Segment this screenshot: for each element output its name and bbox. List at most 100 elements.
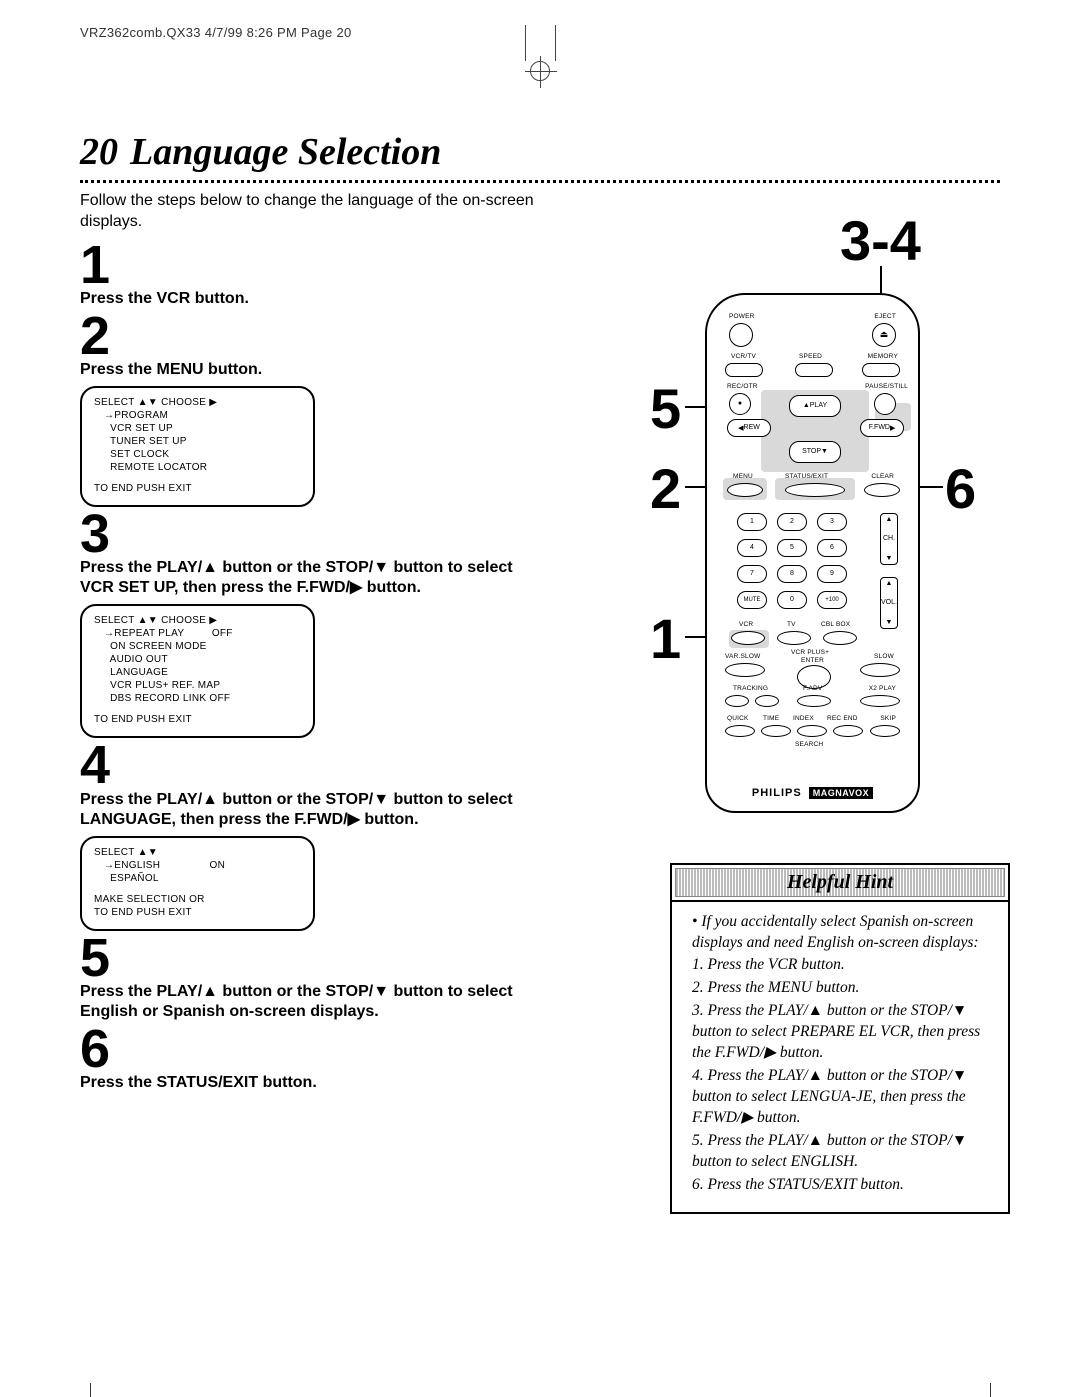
step-5-number: 5 [80, 933, 570, 984]
osd2-item: LANGUAGE [104, 666, 301, 679]
callout-5: 5 [650, 376, 681, 441]
lbl-ffwd: F.FWD [869, 424, 890, 431]
btn-vcr [731, 631, 765, 645]
step-3b: VCR SET UP, then press the F.FWD/▶ butto… [80, 579, 421, 596]
lbl-skip: SKIP [880, 715, 896, 722]
lbl-search: SEARCH [795, 741, 823, 748]
hint-step2: Press the MENU button. [692, 978, 994, 999]
lbl-x2: X2 PLAY [869, 685, 896, 692]
lbl-recotr: REC/OTR [727, 383, 758, 390]
step-6-number: 6 [80, 1024, 570, 1075]
lbl-status: STATUS/EXIT [785, 473, 828, 480]
lbl-slow: SLOW [874, 653, 894, 660]
step-3-number: 3 [80, 509, 570, 560]
btn-varslow [725, 663, 765, 677]
osd2-footer: TO END PUSH EXIT [94, 713, 301, 726]
intro-text: Follow the steps below to change the lan… [80, 191, 600, 233]
osd1-item: TUNER SET UP [104, 435, 301, 448]
lbl-vol: VOL. [881, 599, 897, 606]
lbl-tracking: TRACKING [733, 685, 768, 692]
btn-play: ▲ PLAY [789, 395, 841, 417]
key-1: 1 [737, 513, 767, 531]
osd3-footer2: TO END PUSH EXIT [94, 906, 301, 919]
hint-step6: Press the STATUS/EXIT button. [692, 1175, 994, 1196]
btn-eject: ⏏ [872, 323, 896, 347]
lbl-tv: TV [787, 621, 796, 628]
btn-tv [777, 631, 811, 645]
btn-speed [795, 363, 833, 377]
step-1-number: 1 [80, 240, 570, 291]
osd2-header: SELECT ▲▼ CHOOSE ▶ [94, 614, 301, 627]
lbl-pause: PAUSE/STILL [865, 383, 908, 390]
key-8: 8 [777, 565, 807, 583]
crop-tick [990, 1383, 991, 1397]
osd2-item: ON SCREEN MODE [104, 640, 301, 653]
osd-screen-3: SELECT ▲▼ →ENGLISH ON ESPAÑOL MAKE SELEC… [80, 836, 315, 931]
step-3-label: Press the PLAY/▲ button or the STOP/▼ bu… [80, 558, 570, 598]
osd3-item: →ENGLISH ON [104, 859, 301, 872]
step-4a: Press the PLAY/▲ button or the STOP/▼ bu… [80, 791, 513, 808]
osd2-item: DBS RECORD LINK OFF [104, 692, 301, 705]
osd3-header: SELECT ▲▼ [94, 846, 301, 859]
btn-power [729, 323, 753, 347]
steps-column: 1 Press the VCR button. 2 Press the MENU… [80, 238, 570, 1094]
ch-rocker: ▲CH.▼ [880, 513, 898, 565]
crop-tick [90, 1383, 91, 1397]
lbl-menu: MENU [733, 473, 753, 480]
hint-intro: If you accidentally select Spanish on-sc… [692, 912, 994, 954]
title-divider [80, 180, 1000, 183]
btn-cbl [823, 631, 857, 645]
step-2-number: 2 [80, 311, 570, 362]
callout-2: 2 [650, 456, 681, 521]
step-4-label: Press the PLAY/▲ button or the STOP/▼ bu… [80, 790, 570, 830]
brand-magnavox: MAGNAVOX [809, 787, 873, 799]
lbl-ch: CH. [883, 535, 895, 542]
remote-brand: PHILIPS MAGNAVOX [707, 787, 918, 799]
key-4: 4 [737, 539, 767, 557]
lbl-speed: SPEED [799, 353, 822, 360]
key-3: 3 [817, 513, 847, 531]
helpful-hint-box: Helpful Hint If you accidentally select … [670, 863, 1010, 1214]
vol-rocker: ▲VOL.▼ [880, 577, 898, 629]
key-7: 7 [737, 565, 767, 583]
btn-track-r [755, 695, 779, 707]
hint-step3: Press the PLAY/▲ button or the STOP/▼ bu… [692, 1001, 994, 1064]
btn-memory [862, 363, 900, 377]
osd1-item: REMOTE LOCATOR [104, 461, 301, 474]
step-5a: Press the PLAY/▲ button or the STOP/▼ bu… [80, 983, 513, 1000]
lbl-eject: EJECT [874, 313, 896, 320]
btn-clear [864, 483, 900, 497]
lbl-memory: MEMORY [868, 353, 898, 360]
key-2: 2 [777, 513, 807, 531]
osd2-item: VCR PLUS+ REF. MAP [104, 679, 301, 692]
osd3-item: ESPAÑOL [104, 872, 301, 885]
lbl-play: PLAY [810, 402, 827, 409]
btn-index [797, 725, 827, 737]
btn-rew: ◀ REW [727, 419, 771, 437]
lbl-vcrplus: VCR PLUS+ [791, 649, 829, 656]
btn-fadv [797, 695, 831, 707]
step-1-label: Press the VCR button. [80, 289, 570, 309]
remote-column: 3-4 5 2 6 1 POWER EJECT [600, 238, 1000, 1094]
osd1-item: SET CLOCK [104, 448, 301, 461]
btn-menu [727, 483, 763, 497]
hint-step5: Press the PLAY/▲ button or the STOP/▼ bu… [692, 1131, 994, 1173]
callout-34: 3-4 [840, 208, 921, 273]
step-2-label: Press the MENU button. [80, 360, 570, 380]
btn-x2 [860, 695, 900, 707]
btn-rec: ● [729, 393, 751, 415]
lbl-power: POWER [729, 313, 755, 320]
key-100: +100 [817, 591, 847, 609]
btn-status [785, 483, 845, 497]
step-4b: LANGUAGE, then press the F.FWD/▶ button. [80, 811, 419, 828]
osd1-item: VCR SET UP [104, 422, 301, 435]
callout-1: 1 [650, 606, 681, 671]
lbl-cbl: CBL BOX [821, 621, 850, 628]
lbl-quick: QUICK [727, 715, 749, 722]
lbl-vcr: VCR [739, 621, 753, 628]
lbl-time: TIME [763, 715, 779, 722]
doc-header: VRZ362comb.QX33 4/7/99 8:26 PM Page 20 [80, 25, 1000, 40]
lbl-recend: REC END [827, 715, 858, 722]
btn-vcrtv [725, 363, 763, 377]
key-6: 6 [817, 539, 847, 557]
